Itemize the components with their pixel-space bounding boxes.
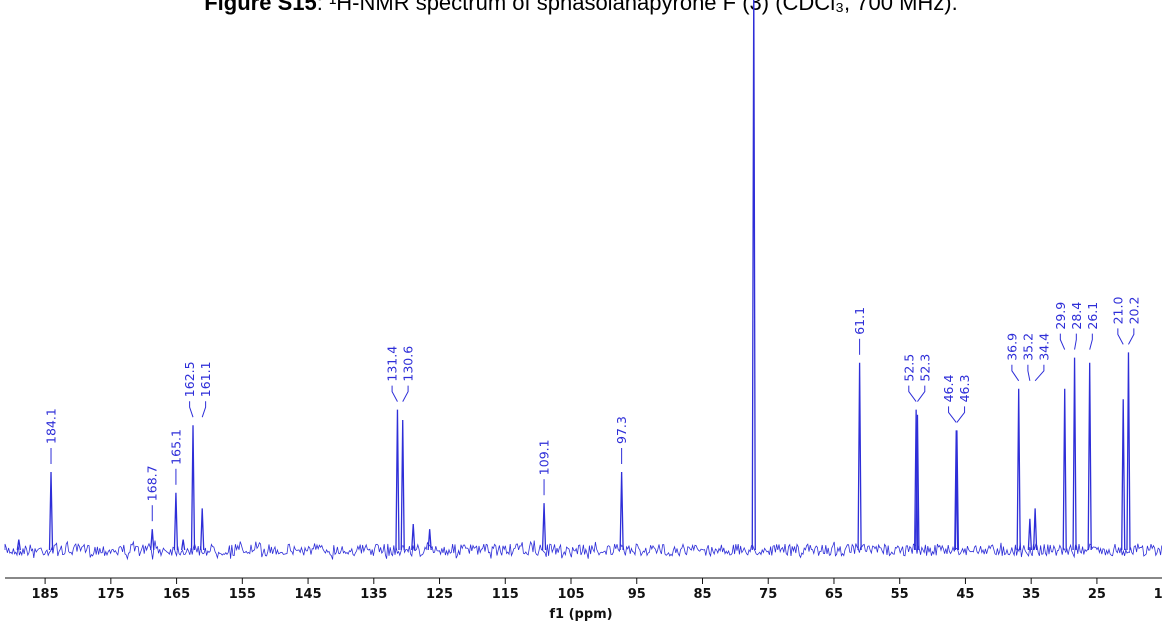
peak bbox=[150, 529, 155, 551]
peak bbox=[48, 471, 54, 551]
peak bbox=[190, 425, 196, 551]
peak-label: 29.9 bbox=[1053, 302, 1068, 330]
peak bbox=[954, 430, 959, 551]
label-connector bbox=[201, 401, 207, 418]
peak-label: 21.0 bbox=[1110, 297, 1125, 325]
x-tick-label: 65 bbox=[825, 587, 843, 602]
peak bbox=[1027, 518, 1033, 551]
label-connector bbox=[1117, 328, 1124, 345]
peak bbox=[1126, 352, 1131, 551]
label-connector bbox=[917, 385, 926, 402]
peak-label: 52.5 bbox=[901, 354, 916, 382]
label-connector bbox=[1011, 364, 1020, 382]
peak bbox=[1072, 357, 1077, 551]
peak bbox=[400, 419, 405, 551]
peak-label: 34.4 bbox=[1036, 333, 1051, 361]
label-connector bbox=[1027, 364, 1031, 381]
peak bbox=[541, 503, 547, 551]
label-connector bbox=[189, 401, 194, 418]
x-tick-label: 125 bbox=[426, 587, 453, 602]
label-connector bbox=[956, 406, 966, 423]
label-connector bbox=[948, 406, 957, 423]
x-tick-label: 75 bbox=[759, 587, 777, 602]
peak-label: 109.1 bbox=[537, 439, 552, 475]
peak-label: 131.4 bbox=[385, 346, 400, 382]
x-tick-label: 95 bbox=[628, 587, 646, 602]
x-axis-label: f1 (ppm) bbox=[549, 607, 612, 622]
peak bbox=[1062, 388, 1067, 551]
label-connector bbox=[1074, 333, 1077, 350]
peak bbox=[411, 523, 416, 551]
peak-label: 162.5 bbox=[182, 361, 197, 397]
peak-label: 36.9 bbox=[1004, 333, 1019, 361]
x-tick-label: 15 bbox=[1154, 587, 1162, 602]
peak bbox=[1032, 508, 1038, 551]
peak-label: 35.2 bbox=[1020, 333, 1035, 361]
peak bbox=[395, 409, 400, 551]
peak bbox=[1087, 362, 1092, 551]
peak bbox=[619, 471, 624, 551]
label-connector bbox=[1059, 333, 1066, 350]
peak bbox=[1016, 388, 1021, 551]
x-tick-label: 175 bbox=[97, 587, 124, 602]
peak-label: 130.6 bbox=[401, 346, 416, 382]
x-tick-label: 35 bbox=[1022, 587, 1040, 602]
label-connector bbox=[908, 385, 917, 402]
x-tick-label: 135 bbox=[360, 587, 387, 602]
peak-label: 184.1 bbox=[44, 408, 59, 444]
label-connector bbox=[391, 385, 398, 402]
x-tick-label: 45 bbox=[956, 587, 974, 602]
label-connector bbox=[1089, 333, 1093, 350]
peak-label: 20.2 bbox=[1126, 297, 1141, 325]
x-tick-label: 145 bbox=[294, 587, 321, 602]
peak-label: 161.1 bbox=[198, 361, 213, 397]
peak bbox=[915, 414, 920, 551]
label-connector bbox=[1128, 328, 1135, 345]
peak bbox=[857, 362, 862, 551]
peak bbox=[181, 539, 186, 551]
peak-label: 168.7 bbox=[145, 465, 160, 501]
peak bbox=[173, 492, 179, 551]
peak-label: 52.3 bbox=[917, 354, 932, 382]
x-tick-label: 155 bbox=[229, 587, 256, 602]
x-tick-label: 185 bbox=[32, 587, 59, 602]
chart-title: Figure S15: ¹H-NMR spectrum of sphasolan… bbox=[204, 0, 958, 15]
title-text: : ¹H-NMR spectrum of sphasolanapyrone F … bbox=[317, 0, 958, 15]
x-tick-label: 55 bbox=[891, 587, 909, 602]
peak bbox=[954, 430, 960, 551]
title-label: Figure S15 bbox=[204, 0, 316, 15]
peak bbox=[1121, 399, 1126, 551]
x-tick-label: 85 bbox=[693, 587, 711, 602]
peak bbox=[913, 409, 919, 551]
baseline-noise bbox=[4, 540, 1162, 561]
peak bbox=[427, 529, 432, 551]
peak bbox=[751, 0, 756, 551]
peak-label: 165.1 bbox=[168, 429, 183, 465]
x-tick-label: 105 bbox=[557, 587, 584, 602]
peak-label: 46.3 bbox=[957, 375, 972, 403]
x-tick-label: 165 bbox=[163, 587, 190, 602]
label-connector bbox=[402, 385, 409, 402]
peak bbox=[200, 508, 205, 551]
peak-label: 26.1 bbox=[1085, 302, 1100, 330]
peak-label: 28.4 bbox=[1069, 302, 1084, 330]
peak-label: 97.3 bbox=[614, 416, 629, 444]
x-tick-label: 115 bbox=[492, 587, 519, 602]
label-connector bbox=[1034, 364, 1045, 382]
peak-label: 46.4 bbox=[941, 375, 956, 403]
x-tick-label: 25 bbox=[1088, 587, 1106, 602]
peak-label: 61.1 bbox=[852, 307, 867, 335]
peak bbox=[16, 539, 21, 551]
